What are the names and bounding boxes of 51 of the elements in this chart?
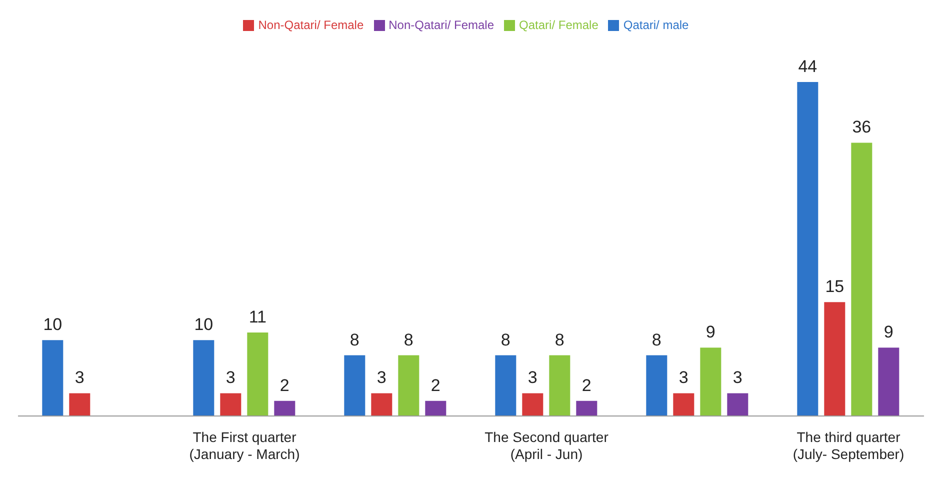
data-label: 3 <box>732 368 742 388</box>
data-label: 8 <box>652 330 662 350</box>
data-label: 8 <box>554 330 564 350</box>
bar <box>274 400 296 416</box>
legend-label: Non-Qatari/ Female <box>258 18 364 32</box>
legend-label: Qatari/ Female <box>519 18 598 32</box>
bar <box>824 302 846 416</box>
data-label: 3 <box>528 368 538 388</box>
bar <box>576 400 598 416</box>
bar <box>220 393 242 416</box>
bar <box>398 355 420 416</box>
data-label: 3 <box>74 368 84 388</box>
bar <box>797 82 818 416</box>
x-tick-label: The third quarter (July- September) <box>792 429 904 462</box>
bar <box>646 355 668 416</box>
data-label: 2 <box>430 376 440 395</box>
bar <box>371 393 392 416</box>
data-label: 9 <box>884 322 894 342</box>
data-label: 8 <box>500 330 510 350</box>
bar <box>425 400 446 416</box>
data-label: 3 <box>678 368 688 388</box>
data-label: 10 <box>194 315 214 334</box>
bar <box>42 340 64 416</box>
data-label: 2 <box>582 376 592 395</box>
bar <box>522 393 544 416</box>
data-label: 44 <box>798 57 818 76</box>
data-label: 2 <box>280 376 290 395</box>
bar <box>727 393 748 416</box>
data-label: 36 <box>852 118 872 137</box>
bar <box>673 393 694 416</box>
data-label: 15 <box>825 277 844 296</box>
bar <box>700 348 722 416</box>
bar <box>69 393 90 416</box>
data-label: 3 <box>376 368 386 388</box>
data-label: 11 <box>248 308 266 326</box>
legend-label: Qatari/ male <box>623 18 689 32</box>
bar <box>878 348 900 416</box>
bar <box>851 142 872 416</box>
data-label: 3 <box>226 368 236 388</box>
bar <box>344 355 366 416</box>
data-label: 10 <box>43 315 62 334</box>
data-label: 9 <box>706 322 716 342</box>
bar <box>495 355 516 416</box>
data-label: 8 <box>404 330 414 350</box>
x-tick-label: The Second quarter (April - Jun) <box>484 429 609 462</box>
data-label: 8 <box>350 330 360 350</box>
bar <box>549 355 570 416</box>
legend-label: Non-Qatari/ Female <box>388 18 494 32</box>
bar <box>193 340 214 416</box>
x-tick-label: The First quarter (January - March) <box>189 429 300 462</box>
bar <box>247 332 268 416</box>
